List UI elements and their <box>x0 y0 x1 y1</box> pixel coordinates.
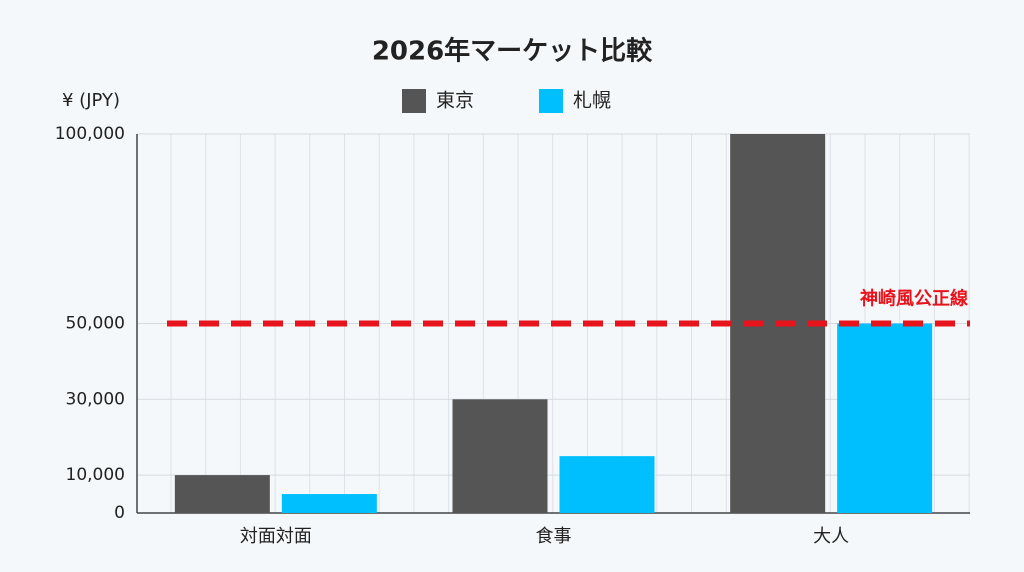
legend-swatch <box>539 89 563 113</box>
legend-label: 東京 <box>436 90 474 112</box>
reference-label: 神崎風公正線 <box>860 288 968 310</box>
x-tick-label: 大人 <box>813 526 849 547</box>
legend-label: 札幌 <box>573 90 611 112</box>
y-tick-label: 50,000 <box>66 314 125 334</box>
bar <box>281 494 377 513</box>
y-tick-label: 0 <box>114 503 125 523</box>
x-tick-label: 食事 <box>536 526 572 547</box>
y-tick-label: 10,000 <box>66 465 125 485</box>
y-tick-label: 30,000 <box>66 389 125 409</box>
chart-title: 2026年マーケット比較 <box>372 36 653 67</box>
bar <box>559 456 655 513</box>
y-axis-label: ¥ (JPY) <box>62 90 120 111</box>
bar <box>837 323 933 513</box>
y-tick-label: 100,000 <box>55 124 125 144</box>
legend-swatch <box>402 89 426 113</box>
x-tick-label: 対面対面 <box>240 526 312 547</box>
bar <box>452 399 548 513</box>
bar <box>174 475 270 513</box>
